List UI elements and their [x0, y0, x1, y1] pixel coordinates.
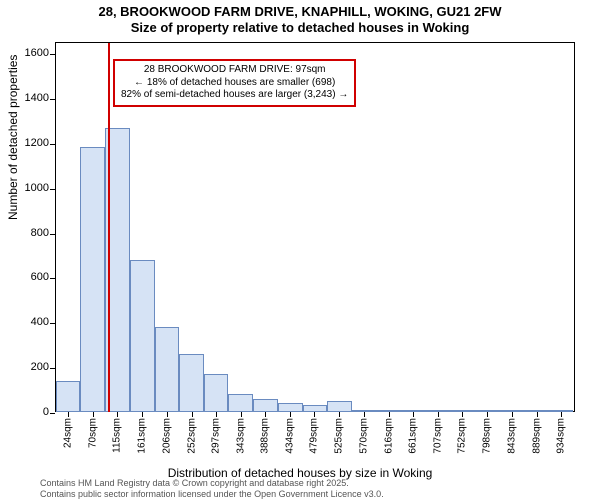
x-tick-label: 115sqm: [112, 418, 123, 453]
x-tick-mark: [512, 412, 513, 417]
x-tick-label: 707sqm: [432, 418, 443, 454]
x-tick-label: 206sqm: [161, 418, 172, 454]
y-tick-mark: [50, 278, 55, 279]
x-tick-label: 252sqm: [186, 418, 197, 454]
y-tick-mark: [50, 368, 55, 369]
x-tick-mark: [462, 412, 463, 417]
x-tick-mark: [413, 412, 414, 417]
y-tick-label: 1400: [25, 92, 49, 104]
y-tick-label: 400: [31, 316, 49, 328]
x-tick-label: 661sqm: [408, 418, 419, 454]
plot-area: 28 BROOKWOOD FARM DRIVE: 97sqm ← 18% of …: [55, 42, 575, 412]
x-tick-mark: [314, 412, 315, 417]
footer-line-1: Contains HM Land Registry data © Crown c…: [40, 478, 384, 488]
x-tick-label: 24sqm: [63, 418, 74, 448]
y-tick-mark: [50, 234, 55, 235]
x-tick-mark: [290, 412, 291, 417]
footer-line-2: Contains public sector information licen…: [40, 489, 384, 499]
y-tick-label: 200: [31, 361, 49, 373]
title-line-2: Size of property relative to detached ho…: [0, 20, 600, 36]
y-tick-mark: [50, 413, 55, 414]
y-tick-label: 0: [43, 406, 49, 418]
y-tick-label: 1000: [25, 182, 49, 194]
x-tick-mark: [192, 412, 193, 417]
x-tick-mark: [537, 412, 538, 417]
y-axis-label: Number of detached properties: [6, 55, 20, 220]
histogram-bar: [80, 147, 105, 412]
y-tick-mark: [50, 144, 55, 145]
y-axis-line: [55, 43, 56, 412]
y-tick-label: 1600: [25, 47, 49, 59]
histogram-bar: [204, 374, 228, 412]
x-tick-label: 843sqm: [506, 418, 517, 454]
histogram-bar: [303, 405, 327, 412]
histogram-bar: [278, 403, 303, 412]
y-tick-mark: [50, 54, 55, 55]
marker-line: [108, 43, 110, 412]
histogram-bar: [179, 354, 204, 412]
x-tick-label: 525sqm: [334, 418, 345, 454]
x-tick-mark: [265, 412, 266, 417]
histogram-bar: [228, 394, 253, 412]
x-tick-mark: [487, 412, 488, 417]
x-tick-mark: [561, 412, 562, 417]
x-tick-label: 297sqm: [210, 418, 221, 454]
x-tick-label: 388sqm: [260, 418, 271, 454]
chart-title: 28, BROOKWOOD FARM DRIVE, KNAPHILL, WOKI…: [0, 0, 600, 35]
chart-container: 28, BROOKWOOD FARM DRIVE, KNAPHILL, WOKI…: [0, 0, 600, 500]
histogram-bar: [253, 399, 277, 412]
x-tick-label: 479sqm: [309, 418, 320, 454]
callout-line-1: 28 BROOKWOOD FARM DRIVE: 97sqm: [121, 64, 348, 77]
x-tick-label: 798sqm: [482, 418, 493, 454]
y-tick-label: 1200: [25, 137, 49, 149]
x-tick-mark: [142, 412, 143, 417]
title-line-1: 28, BROOKWOOD FARM DRIVE, KNAPHILL, WOKI…: [0, 4, 600, 20]
histogram-bar: [130, 260, 155, 412]
x-tick-mark: [117, 412, 118, 417]
x-tick-mark: [389, 412, 390, 417]
x-tick-label: 889sqm: [531, 418, 542, 454]
x-tick-label: 70sqm: [87, 418, 98, 448]
histogram-bar: [327, 401, 352, 412]
y-tick-mark: [50, 99, 55, 100]
x-tick-mark: [241, 412, 242, 417]
x-tick-label: 434sqm: [285, 418, 296, 454]
x-tick-label: 161sqm: [137, 418, 148, 454]
footer-attribution: Contains HM Land Registry data © Crown c…: [40, 478, 384, 499]
x-tick-mark: [438, 412, 439, 417]
x-tick-label: 934sqm: [555, 418, 566, 454]
x-tick-mark: [364, 412, 365, 417]
x-tick-mark: [68, 412, 69, 417]
callout-line-2: ← 18% of detached houses are smaller (69…: [121, 77, 348, 90]
callout-box: 28 BROOKWOOD FARM DRIVE: 97sqm ← 18% of …: [113, 59, 356, 107]
y-tick-mark: [50, 323, 55, 324]
x-tick-label: 752sqm: [457, 418, 468, 454]
x-tick-mark: [339, 412, 340, 417]
y-tick-mark: [50, 189, 55, 190]
x-tick-mark: [93, 412, 94, 417]
x-tick-mark: [167, 412, 168, 417]
x-tick-label: 570sqm: [358, 418, 369, 454]
y-tick-label: 800: [31, 227, 49, 239]
x-tick-label: 343sqm: [235, 418, 246, 454]
histogram-bar: [56, 381, 81, 412]
x-tick-mark: [216, 412, 217, 417]
callout-line-3: 82% of semi-detached houses are larger (…: [121, 89, 348, 102]
histogram-bar: [155, 327, 179, 412]
y-tick-label: 600: [31, 271, 49, 283]
x-tick-label: 616sqm: [383, 418, 394, 454]
